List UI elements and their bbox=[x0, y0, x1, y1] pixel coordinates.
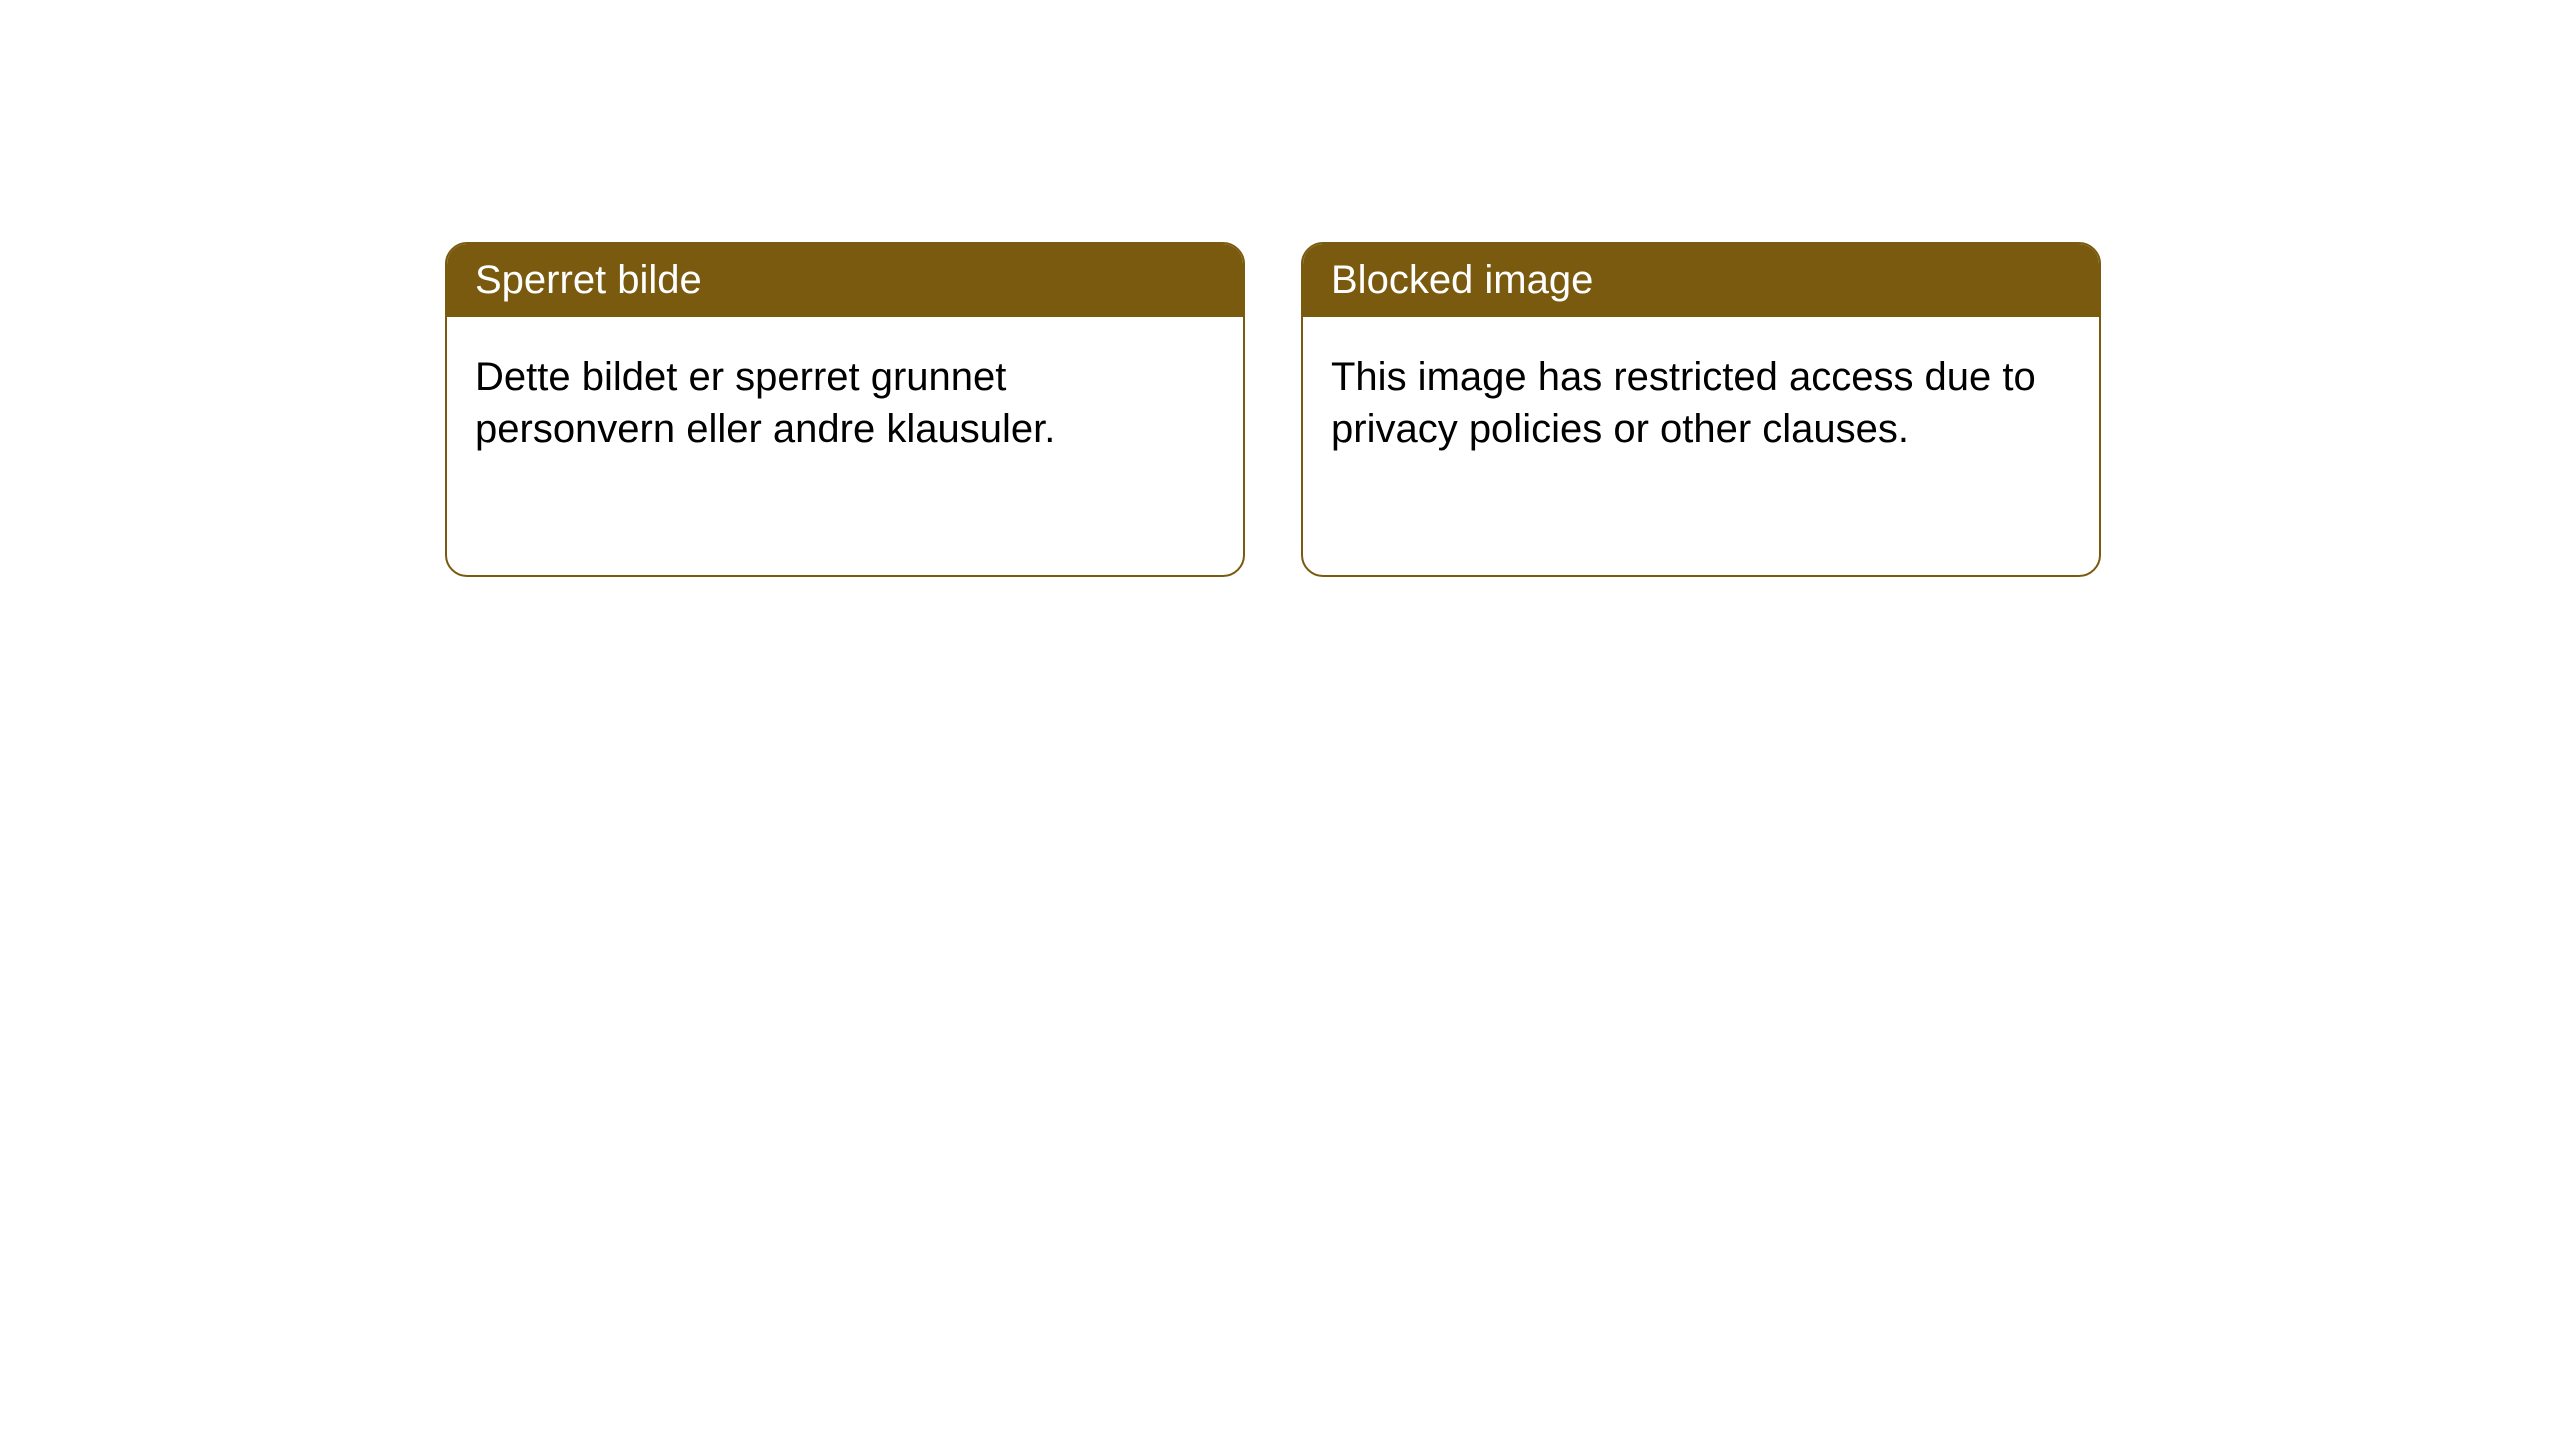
notice-card-norwegian: Sperret bilde Dette bildet er sperret gr… bbox=[445, 242, 1245, 577]
card-body-text: This image has restricted access due to … bbox=[1303, 317, 2099, 489]
card-body-text: Dette bildet er sperret grunnet personve… bbox=[447, 317, 1243, 489]
notice-cards-row: Sperret bilde Dette bildet er sperret gr… bbox=[445, 242, 2101, 577]
card-title: Blocked image bbox=[1303, 244, 2099, 317]
card-title: Sperret bilde bbox=[447, 244, 1243, 317]
notice-card-english: Blocked image This image has restricted … bbox=[1301, 242, 2101, 577]
